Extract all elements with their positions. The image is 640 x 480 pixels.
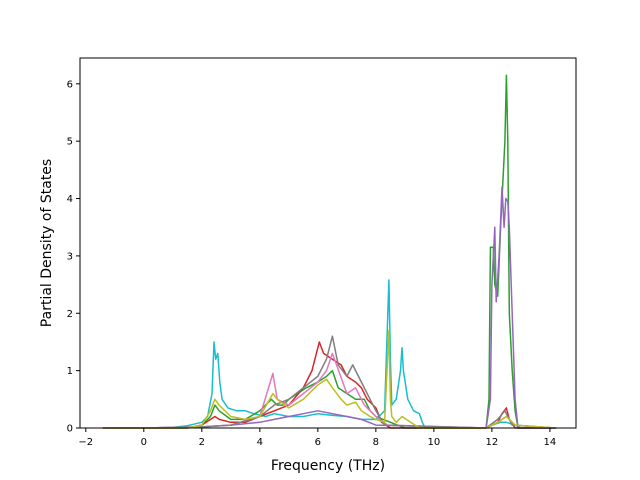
x-tick-label: 4 (257, 437, 263, 448)
x-tick-label: 6 (315, 437, 321, 448)
x-tick-label: −2 (78, 437, 93, 448)
x-tick-label: 14 (544, 437, 557, 448)
y-axis-ticks: 0 1 2 3 4 5 6 (67, 79, 80, 435)
y-tick-label: 5 (67, 137, 73, 148)
series-line-7 (102, 329, 557, 429)
series-line-6 (102, 335, 557, 429)
x-axis-title: Frequency (THz) (271, 458, 385, 474)
x-tick-label: 0 (141, 437, 147, 448)
x-tick-label: 12 (486, 437, 499, 448)
y-tick-label: 6 (67, 79, 73, 90)
plot-area-frame (79, 57, 577, 429)
y-tick-label: 1 (67, 366, 73, 377)
y-tick-label: 2 (67, 309, 73, 320)
series-layer (102, 74, 557, 429)
y-tick-label: 0 (67, 424, 73, 435)
x-axis-ticks: −2 0 2 4 6 8 10 12 14 (78, 428, 556, 448)
y-axis-title: Partial Density of States (39, 159, 55, 327)
y-tick-label: 4 (67, 194, 73, 205)
x-tick-label: 10 (428, 437, 441, 448)
x-tick-label: 8 (373, 437, 379, 448)
series-line-2 (102, 74, 557, 429)
y-tick-label: 3 (67, 251, 73, 262)
series-line-4 (102, 186, 557, 429)
x-tick-label: 2 (199, 437, 205, 448)
